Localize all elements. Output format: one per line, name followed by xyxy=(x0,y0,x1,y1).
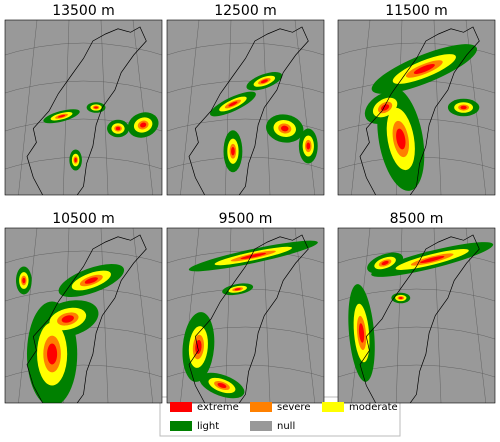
graticule xyxy=(5,250,162,264)
map-panel xyxy=(167,20,324,195)
panel-title: 11500 m xyxy=(385,3,448,19)
legend-swatch xyxy=(170,421,192,431)
coastline xyxy=(359,234,480,403)
legend-swatch xyxy=(322,402,344,412)
turbulence-area xyxy=(47,343,58,365)
graticule xyxy=(167,42,324,56)
graticule xyxy=(5,42,162,56)
legend-label: moderate xyxy=(349,402,398,413)
graticule xyxy=(132,20,153,195)
turbulence-area xyxy=(358,323,365,343)
turbulence-area xyxy=(84,277,98,284)
panel-frame xyxy=(166,19,325,196)
panel-title: 10500 m xyxy=(52,211,115,227)
graticule xyxy=(100,228,109,403)
map-panel xyxy=(167,228,324,403)
turbulence-area xyxy=(140,122,147,128)
panel-title: 8500 m xyxy=(390,211,444,227)
panel-title: 12500 m xyxy=(214,3,277,19)
panel-frame xyxy=(166,227,325,404)
graticule xyxy=(167,118,324,132)
graticule xyxy=(262,20,271,195)
turbulence-area xyxy=(306,142,311,150)
panel-frame xyxy=(4,227,163,404)
graticule xyxy=(351,20,371,195)
coastline xyxy=(26,234,147,403)
graticule xyxy=(5,364,162,378)
turbulence-area xyxy=(94,106,98,109)
graticule xyxy=(5,156,162,170)
turbulence-area xyxy=(217,382,227,389)
coastline xyxy=(188,26,309,195)
graticule xyxy=(18,20,38,195)
panel-frame xyxy=(4,19,163,196)
turbulence-area xyxy=(460,105,467,110)
map-panel xyxy=(338,228,495,403)
graticule xyxy=(338,250,495,264)
graticule xyxy=(294,20,315,195)
turbulence-area xyxy=(74,157,77,163)
graticule xyxy=(338,288,495,302)
legend-label: null xyxy=(277,421,295,432)
graticule xyxy=(167,326,324,340)
turbulence-area xyxy=(398,296,403,300)
graticule xyxy=(5,80,162,94)
graticule xyxy=(132,228,153,403)
panel-title: 13500 m xyxy=(52,3,115,19)
turbulence-area xyxy=(281,125,289,132)
graticule xyxy=(338,364,495,378)
turbulence-area xyxy=(413,64,435,74)
graticule xyxy=(63,20,70,195)
legend-box xyxy=(159,396,401,437)
turbulence-area xyxy=(396,128,406,150)
graticule xyxy=(167,364,324,378)
turbulence-area xyxy=(260,79,268,84)
graticule xyxy=(18,228,38,403)
turbulence-area xyxy=(381,260,389,266)
map-panel xyxy=(5,20,162,195)
turbulence-area xyxy=(240,252,267,260)
graticule xyxy=(338,326,495,340)
graticule xyxy=(167,80,324,94)
panel-title: 9500 m xyxy=(219,211,273,227)
turbulence-area xyxy=(22,277,26,284)
panel-frame xyxy=(337,227,496,404)
graticule xyxy=(433,20,442,195)
coastline xyxy=(26,26,147,195)
coastline xyxy=(359,26,480,195)
legend-swatch xyxy=(170,402,192,412)
coastline xyxy=(188,234,309,403)
turbulence-area xyxy=(231,147,235,156)
turbulence-area xyxy=(57,114,66,118)
map-panel xyxy=(338,20,495,195)
turbulence-area xyxy=(234,288,241,291)
turbulence-area xyxy=(61,315,74,323)
map-background xyxy=(5,20,162,195)
legend-label: light xyxy=(197,421,219,432)
graticule xyxy=(180,20,200,195)
graticule xyxy=(338,42,495,56)
legend-swatch xyxy=(250,421,272,431)
turbulence-area xyxy=(420,256,445,263)
turbulence-area xyxy=(228,101,238,107)
legend-label: severe xyxy=(277,402,310,413)
turbulence-area xyxy=(115,126,121,131)
map-background xyxy=(167,20,324,195)
legend-label: extreme xyxy=(197,402,239,413)
graticule xyxy=(180,228,200,403)
graticule xyxy=(294,228,315,403)
panel-frame xyxy=(337,19,496,196)
map-panel xyxy=(5,228,162,403)
legend-swatch xyxy=(250,402,272,412)
graticule xyxy=(167,156,324,170)
